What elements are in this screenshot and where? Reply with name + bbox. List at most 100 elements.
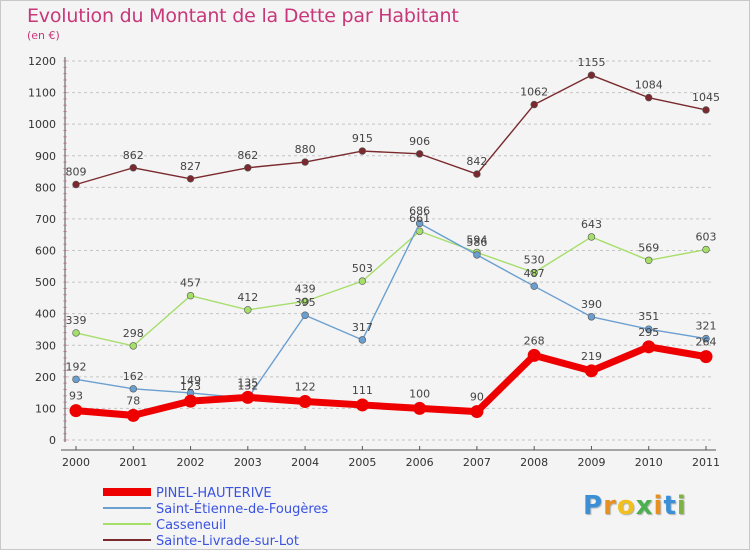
data-point (241, 390, 255, 404)
brand-letter: x (635, 491, 654, 521)
brand-letter: r (603, 491, 617, 521)
data-label: 906 (409, 135, 430, 148)
data-label: 395 (295, 296, 316, 309)
data-label: 123 (180, 380, 201, 393)
data-point (301, 311, 309, 319)
x-tick-label: 2010 (635, 456, 663, 469)
x-tick-label: 2008 (520, 456, 548, 469)
data-point (72, 375, 80, 384)
data-label: 1084 (635, 79, 663, 92)
data-label: 594 (466, 233, 487, 246)
x-tick-label: 2004 (291, 456, 319, 469)
label-layer: 809 862 827 862 880 915 906 842 1062 1155 1084 1045… (66, 56, 721, 407)
legend-label: Casseneuil (156, 518, 226, 533)
data-point (470, 405, 484, 419)
x-tick-label: 2007 (463, 456, 491, 469)
data-label: 132 (237, 379, 258, 392)
data-label: 503 (352, 262, 373, 275)
data-point (642, 340, 656, 354)
data-label: 862 (123, 149, 144, 162)
data-label: 809 (66, 165, 87, 178)
y-tick-label: 700 (35, 213, 56, 226)
brand-letter: i (676, 491, 687, 521)
x-tick-label: 2005 (348, 456, 376, 469)
data-point (702, 245, 710, 254)
data-label: 827 (180, 160, 201, 173)
data-point (129, 164, 137, 172)
data-label: 862 (237, 149, 258, 162)
series-line-3 (75, 74, 707, 186)
y-tick-label: 200 (35, 371, 56, 384)
data-label: 135 (237, 376, 258, 389)
data-label: 78 (126, 394, 140, 407)
data-point (72, 180, 80, 189)
legend: PINEL-HAUTERIVESaint-Étienne-de-Fougères… (103, 486, 328, 549)
y-tick-label: 100 (35, 402, 56, 415)
data-point (702, 106, 710, 114)
y-tick-label: 800 (35, 181, 56, 194)
data-label: 439 (295, 282, 316, 295)
data-point (298, 394, 312, 408)
x-tick-label: 2006 (406, 456, 434, 469)
data-label: 192 (66, 360, 87, 373)
data-label: 915 (352, 132, 373, 145)
data-label: 351 (638, 310, 659, 323)
data-point (530, 282, 538, 290)
data-point (69, 404, 83, 418)
data-label: 321 (696, 320, 717, 333)
data-point (413, 401, 427, 415)
y-tick-label: 300 (35, 339, 56, 352)
data-label: 686 (409, 204, 430, 217)
legend-label: PINEL-HAUTERIVE (156, 486, 272, 501)
grid-layer (66, 60, 714, 441)
data-label: 842 (466, 155, 487, 168)
x-tick-label: 2003 (234, 456, 262, 469)
data-label: 569 (638, 241, 659, 254)
data-label: 90 (470, 391, 484, 404)
data-label: 111 (352, 384, 373, 397)
brand-logo: Proxiti (583, 491, 687, 521)
data-label: 339 (66, 314, 87, 327)
data-point (699, 350, 713, 364)
data-label: 643 (581, 218, 602, 231)
data-label: 93 (69, 390, 83, 403)
data-label: 122 (295, 380, 316, 393)
x-tick-label: 2000 (62, 456, 90, 469)
data-point (530, 268, 538, 277)
brand-letter: i (653, 491, 664, 521)
data-point (645, 325, 653, 333)
data-label: 100 (409, 387, 430, 400)
data-label: 295 (638, 326, 659, 339)
data-label: 268 (524, 334, 545, 347)
x-tick-label: 2002 (177, 456, 205, 469)
series-line-1 (75, 222, 707, 400)
data-point (473, 170, 481, 178)
data-point (301, 158, 309, 166)
chart-title: Evolution du Montant de la Dette par Hab… (27, 5, 459, 27)
y-tick-label: 1200 (28, 55, 56, 68)
x-tick-label: 2009 (577, 456, 605, 469)
data-label: 586 (466, 236, 487, 249)
data-point (587, 233, 596, 241)
data-label: 390 (581, 298, 602, 311)
data-point (72, 329, 80, 337)
x-tick-label: 2011 (692, 456, 720, 469)
data-point (584, 364, 598, 378)
series-line-2 (75, 230, 707, 347)
legend-label: Sainte-Livrade-sur-Lot (156, 534, 299, 549)
chart-subtitle: (en €) (27, 29, 60, 42)
data-label: 1045 (692, 91, 720, 104)
y-tick-label: 0 (49, 434, 56, 447)
data-label: 1062 (520, 86, 548, 99)
y-tick-label: 1100 (28, 87, 56, 100)
data-point (358, 336, 367, 344)
legend-label: Saint-Étienne-de-Fougères (156, 501, 328, 517)
data-label: 880 (295, 143, 316, 156)
data-point (530, 100, 538, 109)
data-point (473, 251, 481, 259)
data-point (244, 164, 252, 172)
data-point (129, 385, 137, 393)
brand-letter: t (663, 491, 677, 521)
